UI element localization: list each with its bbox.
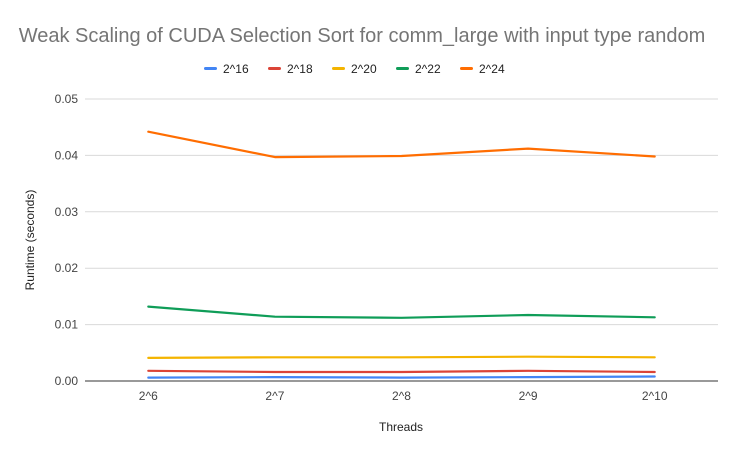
legend-item: 2^20 xyxy=(332,62,377,76)
legend-label: 2^24 xyxy=(479,62,505,76)
series-lines xyxy=(147,130,656,379)
legend-swatch xyxy=(204,67,217,70)
legend: 2^16 2^18 2^20 2^22 2^24 xyxy=(204,62,505,76)
legend-swatch xyxy=(332,67,345,70)
y-tick-label: 0.03 xyxy=(55,205,79,219)
y-axis-ticks: 0.00 0.01 0.02 0.03 0.04 0.05 xyxy=(55,92,79,388)
x-axis-ticks: 2^6 2^7 2^8 2^9 2^10 xyxy=(139,389,668,403)
y-tick-label: 0.05 xyxy=(55,92,79,106)
series-line-2-16 xyxy=(147,375,656,379)
series-line-2-24 xyxy=(147,130,656,159)
x-axis-label: Threads xyxy=(379,420,423,434)
gridlines xyxy=(85,98,718,382)
series-line-2-18 xyxy=(147,369,656,374)
x-tick-label: 2^6 xyxy=(139,389,158,403)
legend-swatch xyxy=(396,67,409,70)
legend-swatch xyxy=(460,67,473,70)
chart-title: Weak Scaling of CUDA Selection Sort for … xyxy=(19,25,706,47)
y-axis-label: Runtime (seconds) xyxy=(23,190,37,291)
legend-swatch xyxy=(268,67,281,70)
legend-label: 2^20 xyxy=(351,62,377,76)
legend-label: 2^22 xyxy=(415,62,441,76)
x-tick-label: 2^10 xyxy=(642,389,668,403)
x-tick-label: 2^9 xyxy=(519,389,538,403)
legend-label: 2^16 xyxy=(223,62,249,76)
series-line-2-20 xyxy=(147,355,656,359)
legend-item: 2^18 xyxy=(268,62,313,76)
y-tick-label: 0.01 xyxy=(55,318,79,332)
legend-item: 2^22 xyxy=(396,62,441,76)
series-line-2-22 xyxy=(147,305,656,319)
legend-item: 2^16 xyxy=(204,62,249,76)
legend-label: 2^18 xyxy=(287,62,313,76)
y-tick-label: 0.00 xyxy=(55,374,79,388)
y-tick-label: 0.04 xyxy=(55,148,79,162)
x-tick-label: 2^8 xyxy=(392,389,411,403)
legend-item: 2^24 xyxy=(460,62,505,76)
x-tick-label: 2^7 xyxy=(265,389,284,403)
y-tick-label: 0.02 xyxy=(55,261,79,275)
